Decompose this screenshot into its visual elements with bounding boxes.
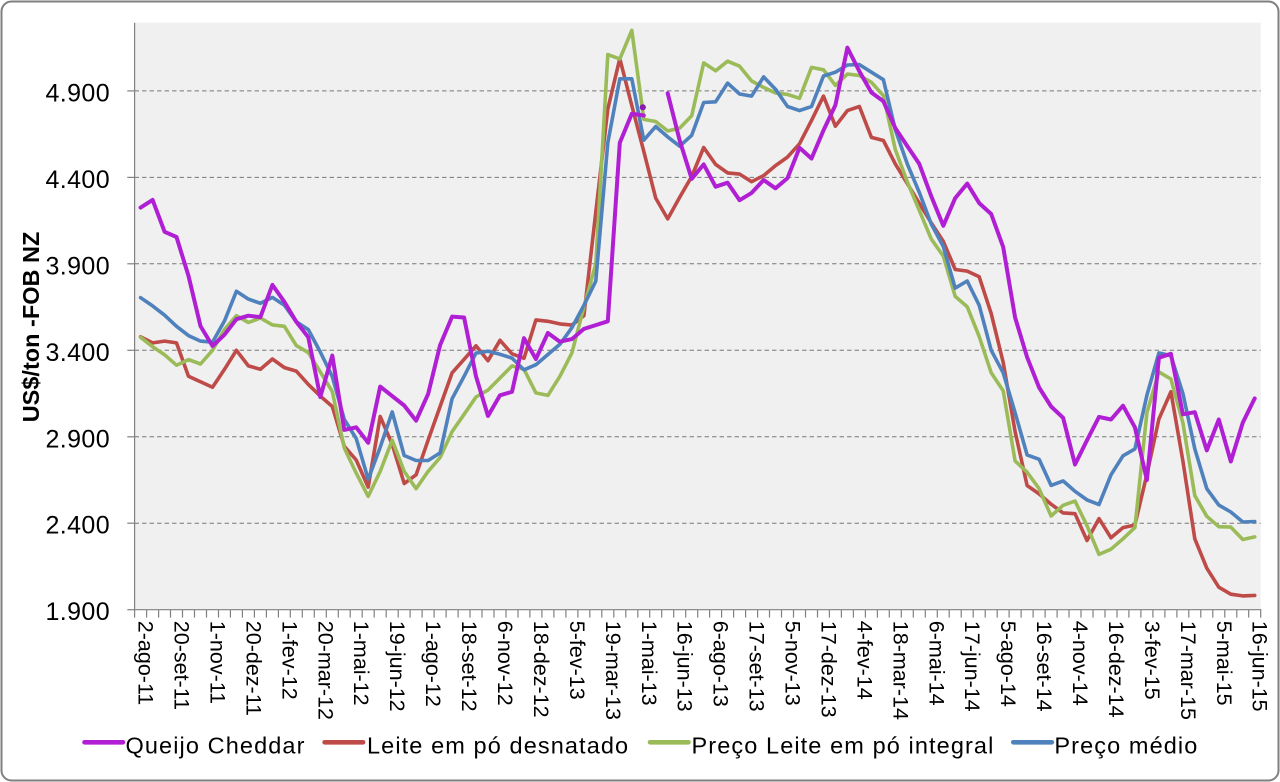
svg-text:1-mai-13: 1-mai-13 — [637, 621, 661, 706]
svg-text:19-jun-12: 19-jun-12 — [385, 621, 409, 712]
svg-text:18-dez-12: 18-dez-12 — [529, 621, 553, 718]
svg-text:17-dez-13: 17-dez-13 — [817, 621, 841, 718]
svg-text:Preço médio: Preço médio — [1054, 732, 1198, 758]
svg-text:1-fev-12: 1-fev-12 — [277, 621, 301, 700]
svg-text:17-mar-15: 17-mar-15 — [1176, 621, 1200, 720]
svg-text:18-mar-14: 18-mar-14 — [888, 621, 912, 720]
svg-text:16-jun-13: 16-jun-13 — [673, 621, 697, 712]
svg-text:2-ago-11: 2-ago-11 — [134, 621, 158, 705]
svg-text:2.400: 2.400 — [45, 512, 110, 540]
svg-text:4-fev-14: 4-fev-14 — [852, 621, 876, 700]
svg-text:1.900: 1.900 — [45, 598, 110, 626]
svg-text:Leite em pó desnatado: Leite em pó desnatado — [367, 732, 629, 758]
svg-text:6-nov-12: 6-nov-12 — [493, 621, 517, 706]
svg-text:5-fev-13: 5-fev-13 — [565, 621, 589, 700]
svg-text:18-set-12: 18-set-12 — [457, 621, 481, 712]
svg-text:3.900: 3.900 — [45, 252, 110, 280]
svg-text:4.900: 4.900 — [45, 79, 110, 107]
svg-text:5-mai-15: 5-mai-15 — [1212, 621, 1236, 706]
svg-text:1-nov-11: 1-nov-11 — [206, 621, 230, 704]
svg-text:3.400: 3.400 — [45, 339, 110, 367]
svg-text:1-ago-12: 1-ago-12 — [421, 621, 445, 707]
svg-text:1-mai-12: 1-mai-12 — [349, 621, 373, 706]
svg-text:16-set-14: 16-set-14 — [1032, 621, 1056, 712]
svg-text:19-mar-13: 19-mar-13 — [601, 621, 625, 720]
svg-text:20-mar-12: 20-mar-12 — [313, 621, 337, 720]
svg-text:6-ago-13: 6-ago-13 — [709, 621, 733, 707]
svg-text:5-ago-14: 5-ago-14 — [996, 621, 1020, 707]
svg-text:20-dez-11: 20-dez-11 — [241, 621, 265, 716]
svg-text:6-mai-14: 6-mai-14 — [924, 621, 948, 706]
svg-text:4.400: 4.400 — [45, 166, 110, 194]
svg-text:20-set-11: 20-set-11 — [170, 621, 194, 710]
svg-text:Preço Leite em pó integral: Preço Leite em pó integral — [692, 732, 995, 758]
svg-text:2.900: 2.900 — [45, 425, 110, 453]
svg-text:4-nov-14: 4-nov-14 — [1068, 621, 1092, 706]
svg-text:16-dez-14: 16-dez-14 — [1104, 621, 1128, 718]
svg-text:5-nov-13: 5-nov-13 — [781, 621, 805, 706]
svg-text:Queijo Cheddar: Queijo Cheddar — [126, 732, 306, 758]
svg-text:3-fev-15: 3-fev-15 — [1140, 621, 1164, 700]
svg-text:US$/ton -FOB NZ: US$/ton -FOB NZ — [18, 232, 44, 423]
svg-text:17-jun-14: 17-jun-14 — [960, 621, 984, 712]
svg-text:16-jun-15: 16-jun-15 — [1248, 621, 1272, 712]
svg-text:17-set-13: 17-set-13 — [745, 621, 769, 712]
